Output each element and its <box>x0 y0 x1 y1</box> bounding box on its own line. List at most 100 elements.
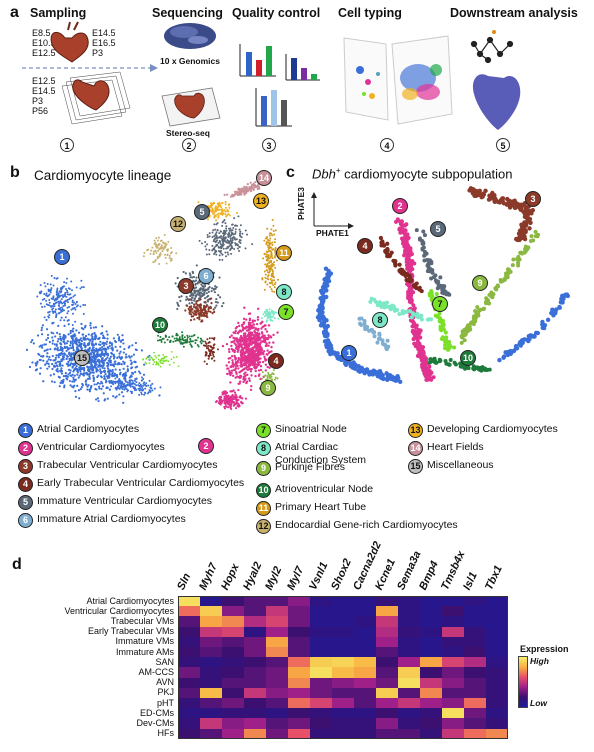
heatmap-cell <box>288 596 310 607</box>
heatmap-cell <box>310 667 332 679</box>
heatmap-cell <box>332 698 354 709</box>
heatmap-cell <box>376 647 398 658</box>
heatmap-cell <box>222 606 244 617</box>
heatmap-cell <box>310 596 332 607</box>
heatmap-cell <box>288 677 310 689</box>
heatmap-cell <box>310 657 332 668</box>
heatmap-cell <box>288 667 310 679</box>
heatmap-frame <box>178 596 508 739</box>
umap-cluster-badge-5: 5 <box>194 204 210 220</box>
legend-item-1: 1 Atrial Cardiomyocytes <box>18 423 139 438</box>
heatmap-cell <box>464 698 486 709</box>
heatmap-cell <box>288 708 310 719</box>
heatmap-cell <box>420 647 442 658</box>
heatmap-cell <box>178 687 200 699</box>
legend-swatch: 10 <box>256 483 271 498</box>
heatmap-cell <box>420 677 442 689</box>
heatmap-column-label: Hopx <box>219 562 242 592</box>
heatmap-cell <box>398 677 420 689</box>
heatmap-cell <box>266 626 288 638</box>
heatmap-cell <box>486 647 508 658</box>
heatmap-cell <box>178 708 200 719</box>
heatmap-cell <box>464 616 486 628</box>
heatmap-cell <box>398 667 420 679</box>
heatmap-cell <box>332 596 354 607</box>
heatmap-cell <box>376 708 398 719</box>
heatmap-cell <box>266 667 288 679</box>
legend-label: Sinoatrial Node <box>275 423 347 435</box>
legend-swatch: 13 <box>408 423 423 438</box>
legend-label: Early Trabecular Ventricular Cardiomyocy… <box>37 477 245 489</box>
phate-cluster-badge-7: 7 <box>432 296 448 312</box>
heatmap-cell <box>464 657 486 668</box>
heatmap-cell <box>266 718 288 730</box>
step-number-3: 3 <box>262 138 276 152</box>
heatmap-cell <box>464 708 486 719</box>
heatmap-cell <box>200 636 222 648</box>
heatmap-cell <box>442 636 464 648</box>
panel-b-title: Cardiomyocyte lineage <box>34 168 172 183</box>
heatmap-cell <box>420 616 442 628</box>
phate-axes-arrows <box>311 192 354 229</box>
legend-swatch: 9 <box>256 461 271 476</box>
heatmap-cell <box>222 626 244 638</box>
legend-item-4: 4 Early Trabecular Ventricular Cardiomyoc… <box>18 477 244 492</box>
heatmap-cell <box>200 647 222 658</box>
umap-cluster-badge-2: 2 <box>198 438 214 454</box>
heatmap-cell <box>398 606 420 617</box>
droplet-cluster-icon <box>164 23 216 49</box>
heatmap-cell <box>464 718 486 730</box>
sampling-stages-top-right: E14.5 E16.5 P3 <box>92 28 116 58</box>
heatmap-cell <box>222 677 244 689</box>
heatmap-cell <box>266 677 288 689</box>
colorbar-low-label: Low <box>530 698 547 708</box>
heatmap-cell <box>310 718 332 730</box>
heatmap-cell <box>266 698 288 709</box>
legend-swatch: 12 <box>256 519 271 534</box>
legend-item-15: 15 Miscellaneous <box>408 459 494 474</box>
heatmap-cell <box>288 647 310 658</box>
heatmap-cell <box>266 657 288 668</box>
heatmap-cell <box>288 616 310 628</box>
heatmap-cell <box>266 616 288 628</box>
heatmap-cell <box>288 636 310 648</box>
umap-cluster-badge-8: 8 <box>276 284 292 300</box>
umap-cluster-badge-10: 10 <box>152 317 168 333</box>
umap-cluster-badge-15: 15 <box>74 350 90 366</box>
heatmap-cell <box>398 596 420 607</box>
heatmap-row-label: HFs <box>157 728 175 739</box>
legend-label: Miscellaneous <box>427 459 494 471</box>
heatmap-cell <box>244 657 266 668</box>
legend-item-12: 12 Endocardial Gene-rich Cardiomyocytes <box>256 519 458 534</box>
heatmap-cell <box>376 718 398 730</box>
heatmap-cell <box>266 606 288 617</box>
tech-stereo-seq: Stereo-seq <box>166 128 210 138</box>
umap-cluster-badge-7: 7 <box>278 304 294 320</box>
step-title-1: Sampling <box>30 6 87 20</box>
heatmap-cell <box>310 647 332 658</box>
heatmap-cell <box>442 728 464 740</box>
legend-label: Atrioventricular Node <box>275 483 374 495</box>
heatmap-cell <box>332 657 354 668</box>
heatmap-cell <box>200 606 222 617</box>
heatmap-cell <box>420 596 442 607</box>
heatmap-cell <box>244 616 266 628</box>
heatmap-cell <box>398 636 420 648</box>
heatmap-cell <box>288 626 310 638</box>
heatmap-cell <box>420 728 442 740</box>
heatmap-cell <box>464 687 486 699</box>
heatmap-cell <box>200 728 222 740</box>
legend-label: Purkinje Fibres <box>275 461 346 473</box>
heatmap-cell <box>420 667 442 679</box>
heatmap-cell <box>486 698 508 709</box>
heatmap-cell <box>398 647 420 658</box>
phate-dbh-subpopulation <box>300 180 594 420</box>
heatmap-cell <box>222 616 244 628</box>
legend-item-11: 11 Primary Heart Tube <box>256 501 366 516</box>
heatmap-cell <box>376 677 398 689</box>
umap-cluster-badge-13: 13 <box>253 193 269 209</box>
cell-typing-plots-icon <box>343 35 453 125</box>
legend-swatch: 7 <box>256 423 271 438</box>
legend-item-13: 13 Developing Cardiomyocytes <box>408 423 558 438</box>
umap-cluster-badge-11: 11 <box>276 245 292 261</box>
